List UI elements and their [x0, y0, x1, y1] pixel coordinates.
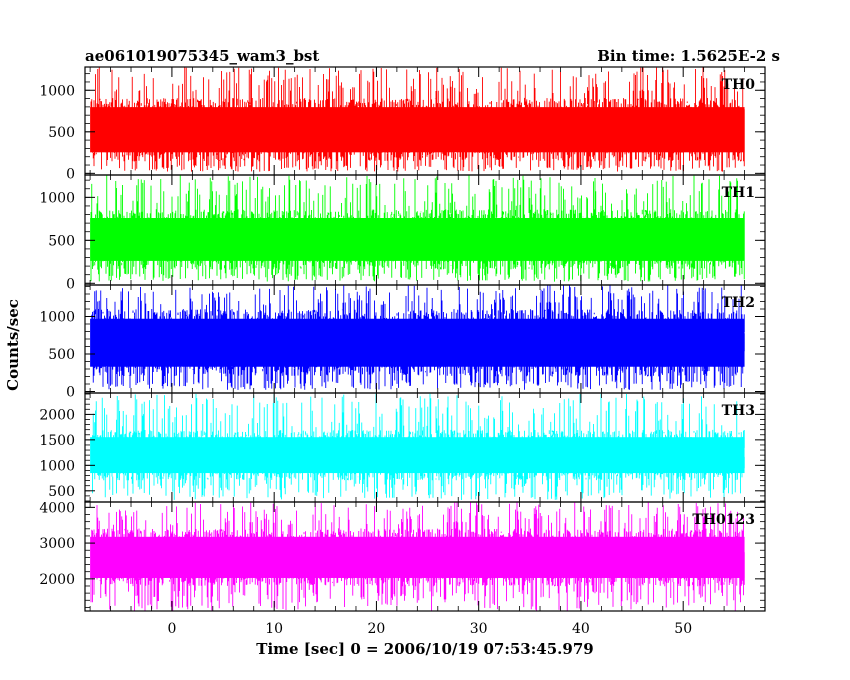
series-trace-th2	[90, 285, 745, 390]
y-tick-label: 0	[66, 385, 75, 401]
y-tick-label: 1000	[39, 458, 75, 474]
panel-label: TH2	[722, 295, 755, 311]
y-tick-label: 1000	[39, 310, 75, 326]
panel-th0: 0 500 1000 TH0	[39, 66, 766, 182]
x-tick-label: 50	[674, 621, 692, 637]
x-tick-label: 30	[470, 621, 488, 637]
panel-label: TH3	[722, 403, 755, 419]
chart-title: ae061019075345_wam3_bst	[85, 47, 319, 65]
y-tick-label: 500	[48, 233, 75, 249]
y-tick-label: 500	[48, 125, 75, 141]
y-tick-label: 4000	[39, 500, 75, 516]
x-tick-label: 10	[265, 621, 283, 637]
y-tick-label: 1500	[39, 433, 75, 449]
y-tick-label: 2000	[39, 572, 75, 588]
panel-frame	[84, 501, 766, 612]
y-tick-label: 3000	[39, 536, 75, 552]
series-trace-th0123	[90, 502, 745, 611]
panel-th2: 0 500 1000 TH2	[39, 284, 766, 401]
x-axis-label: Time [sec] 0 = 2006/10/19 07:53:45.979	[256, 640, 593, 658]
panel-label: TH1	[722, 185, 755, 201]
series-trace-th1	[90, 175, 745, 282]
panel-th1: 0 500 1000 TH1	[39, 174, 766, 292]
panel-label: TH0123	[692, 512, 755, 528]
y-tick-label: 1000	[39, 190, 75, 206]
y-tick-label: 500	[48, 484, 75, 500]
x-tick-label: 0	[167, 621, 176, 637]
y-tick-label: 1000	[39, 83, 75, 99]
panel-th3: 500 1000 1500 2000 TH3	[39, 392, 766, 503]
y-tick-label: 500	[48, 347, 75, 363]
bin-time-label: Bin time: 1.5625E-2 s	[597, 47, 780, 65]
y-tick-label: 0	[66, 276, 75, 292]
panel-th0123: 2000 3000 4000 TH0123	[39, 500, 766, 612]
y-axis-label: Counts/sec	[4, 299, 22, 391]
y-tick-label: 2000	[39, 407, 75, 423]
panel-label: TH0	[722, 77, 756, 93]
x-tick-label: 20	[368, 621, 386, 637]
series-trace-th0	[90, 67, 745, 172]
y-tick-label: 0	[66, 166, 75, 182]
x-tick-label: 40	[572, 621, 590, 637]
series-trace-th3	[90, 393, 745, 500]
